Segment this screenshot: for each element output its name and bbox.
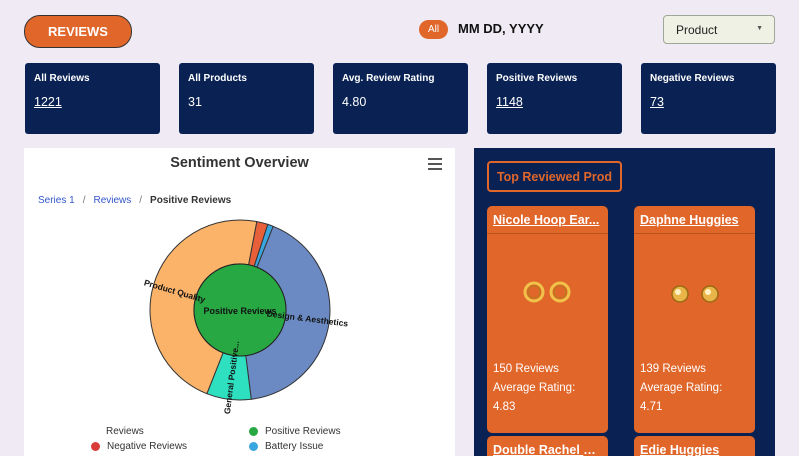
stat-label: Positive Reviews bbox=[496, 73, 578, 84]
huggie-earrings-icon bbox=[671, 285, 719, 303]
product-review-count: 150 Reviews bbox=[493, 363, 559, 375]
product-rating-label: Average Rating: bbox=[493, 382, 576, 394]
legend-reviews[interactable]: Reviews bbox=[106, 426, 144, 437]
product-name-link[interactable]: Nicole Hoop Ear... bbox=[487, 206, 608, 234]
sentiment-overview-panel: Sentiment Overview Series 1/Reviews / Posi… bbox=[24, 148, 455, 456]
product-select[interactable]: Product ▼ bbox=[663, 15, 775, 44]
positive-reviews-slice[interactable] bbox=[193, 263, 287, 357]
stat-label: Avg. Review Rating bbox=[342, 73, 435, 84]
legend-label: Positive Reviews bbox=[265, 426, 341, 437]
legend-dot-icon bbox=[91, 442, 100, 451]
product-rating-value: 4.71 bbox=[640, 401, 663, 413]
product-card-double-rachel[interactable]: Double Rachel Set bbox=[487, 436, 608, 456]
sentiment-donut-chart: Positive Reviews Design & AestheticsGene… bbox=[143, 219, 349, 415]
stat-value: 4.80 bbox=[342, 95, 367, 109]
stat-card-avg-rating: Avg. Review Rating 4.80 bbox=[333, 63, 468, 134]
legend-dot-icon bbox=[249, 442, 258, 451]
date-display[interactable]: MM DD, YYYY bbox=[458, 21, 544, 36]
breadcrumb-series[interactable]: Series 1 bbox=[38, 195, 75, 206]
hamburger-menu-icon[interactable] bbox=[428, 158, 442, 170]
legend-label: Battery Issue bbox=[265, 441, 324, 452]
legend-battery-issue[interactable]: Battery Issue bbox=[249, 441, 323, 452]
stat-value-link[interactable]: 1221 bbox=[34, 95, 62, 109]
product-review-count: 139 Reviews bbox=[640, 363, 706, 375]
legend-positive-reviews[interactable]: Positive Reviews bbox=[249, 426, 341, 437]
stat-card-negative-reviews: Negative Reviews 73 bbox=[641, 63, 776, 134]
chevron-down-icon: ▼ bbox=[756, 25, 763, 32]
product-rating-value: 4.83 bbox=[493, 401, 516, 413]
product-card-daphne[interactable]: Daphne Huggies 139 Reviews Average Ratin… bbox=[634, 206, 755, 433]
product-select-value: Product bbox=[676, 22, 718, 37]
top-reviewed-panel: Top Reviewed Prod Nicole Hoop Ear... 150… bbox=[474, 148, 775, 456]
stat-value-link[interactable]: 73 bbox=[650, 95, 664, 109]
top-reviewed-title: Top Reviewed Prod bbox=[487, 161, 622, 192]
stat-card-all-reviews: All Reviews 1221 bbox=[25, 63, 160, 134]
legend-negative-reviews[interactable]: Negative Reviews bbox=[91, 441, 187, 452]
stat-label: Negative Reviews bbox=[650, 73, 735, 84]
product-rating-label: Average Rating: bbox=[640, 382, 723, 394]
legend-dot-icon bbox=[249, 427, 258, 436]
breadcrumb-current: Positive Reviews bbox=[150, 195, 232, 206]
product-card-nicole[interactable]: Nicole Hoop Ear... 150 Reviews Average R… bbox=[487, 206, 608, 433]
breadcrumb-reviews[interactable]: Reviews bbox=[93, 195, 132, 206]
product-card-edie[interactable]: Edie Huggies bbox=[634, 436, 755, 456]
stat-card-all-products: All Products 31 bbox=[179, 63, 314, 134]
stat-label: All Products bbox=[188, 73, 247, 84]
product-name-link[interactable]: Edie Huggies bbox=[634, 436, 755, 456]
legend-label: Reviews bbox=[106, 426, 144, 437]
all-filter-chip[interactable]: All bbox=[419, 20, 448, 39]
stat-value-link[interactable]: 1148 bbox=[496, 95, 523, 109]
legend-label: Negative Reviews bbox=[107, 441, 188, 452]
chart-title: Sentiment Overview bbox=[170, 155, 309, 171]
positive-reviews-label: Positive Reviews bbox=[203, 306, 276, 316]
stat-value: 31 bbox=[188, 95, 202, 109]
reviews-button[interactable]: REVIEWS bbox=[24, 15, 132, 48]
hoop-earrings-icon bbox=[523, 281, 571, 303]
breadcrumb: Series 1/Reviews / Positive Reviews bbox=[38, 195, 232, 206]
stat-card-positive-reviews: Positive Reviews 1148 bbox=[487, 63, 622, 134]
product-name-link[interactable]: Daphne Huggies bbox=[634, 206, 755, 234]
product-name-link[interactable]: Double Rachel Set bbox=[487, 436, 608, 456]
stat-label: All Reviews bbox=[34, 73, 90, 84]
